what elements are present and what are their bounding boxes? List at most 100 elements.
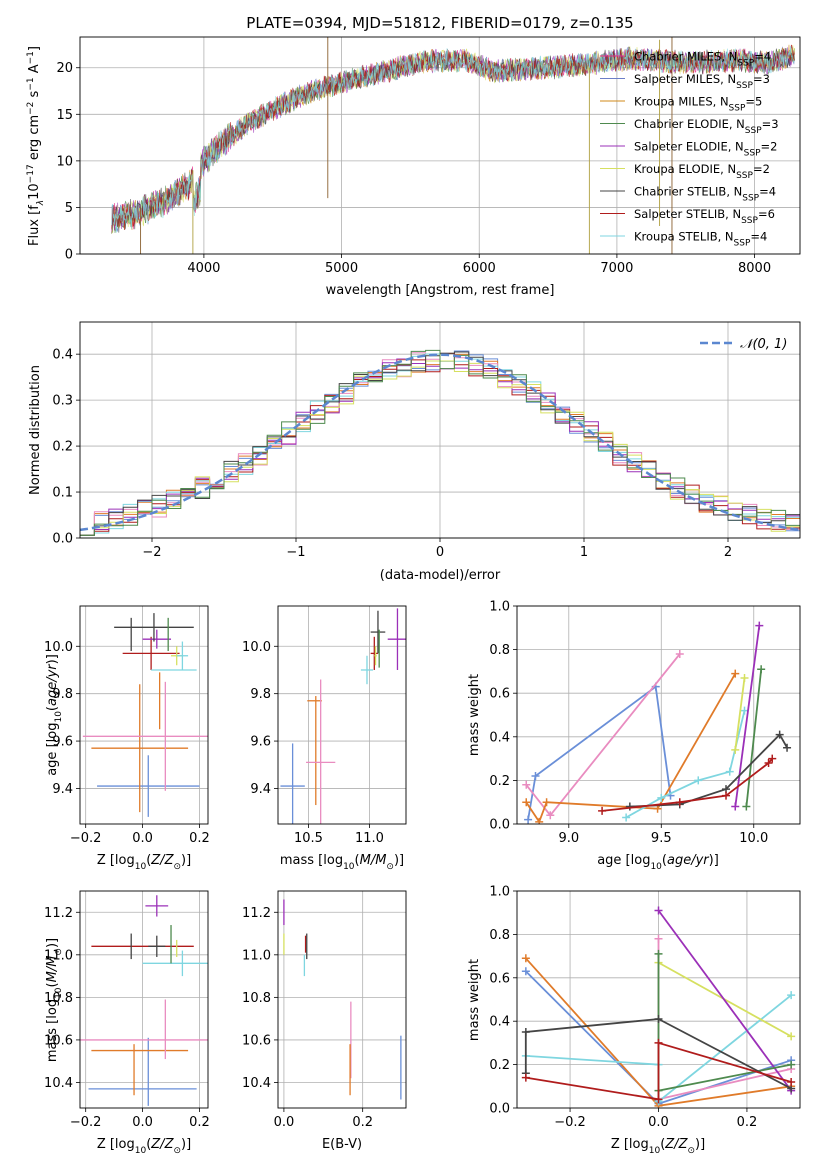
- plus-marker: [521, 967, 530, 976]
- error-bar-point: [360, 655, 374, 685]
- y-tick-label: 0.0: [489, 1102, 510, 1117]
- axes-mw-vs-age: 9.0 9.5 10.0 0.0 0.2 0.4 0.6 0.8 1.0: [489, 600, 801, 846]
- weight-line: [734, 677, 746, 751]
- y-tick-label: 0.3: [52, 394, 73, 409]
- x-tick-label: −0.2: [70, 1115, 102, 1130]
- x-tick-label: 0.2: [352, 1115, 373, 1130]
- plus-marker: [675, 798, 684, 807]
- x-axis-label: mass [log10(M/M⊙)]: [280, 853, 404, 872]
- plus-marker: [787, 991, 796, 1000]
- axes-age-vs-Z: −0.2 0.0 0.2 9.4 9.6 9.8 10.0: [44, 605, 210, 846]
- plus-marker: [725, 767, 734, 776]
- y-tick-label: 0.2: [52, 440, 73, 455]
- weight-series: [522, 669, 740, 824]
- plus-marker: [654, 1095, 663, 1104]
- axes-frame: [516, 605, 801, 825]
- plus-marker: [654, 906, 663, 915]
- weight-line: [525, 653, 681, 817]
- y-tick-label: 9.6: [52, 735, 73, 750]
- plus-marker: [654, 1038, 663, 1047]
- weight-series: [521, 1015, 796, 1093]
- legend-label: Kroupa ELODIE, NSSP=2: [634, 162, 770, 181]
- axes-frame: [79, 36, 801, 255]
- y-tick-label: 10.0: [44, 640, 73, 655]
- plot-area: [80, 895, 208, 1106]
- plus-marker: [625, 802, 634, 811]
- y-tick-label: 11.2: [44, 906, 73, 921]
- axes-residuals: −2 −1 0 1 2 0.0 0.1 0.2 0.3 0.4: [52, 321, 801, 560]
- y-tick-label: 0.4: [489, 730, 510, 745]
- y-tick-label: 9.6: [250, 735, 271, 750]
- histogram-step: [80, 349, 800, 536]
- plot-area: [522, 621, 792, 824]
- legend-label: Chabrier STELIB, NSSP=4: [634, 185, 776, 204]
- y-tick-label: 1.0: [489, 885, 510, 900]
- plus-marker: [787, 1077, 796, 1086]
- plus-marker: [654, 949, 663, 958]
- plus-marker: [546, 811, 555, 820]
- chart-title: PLATE=0394, MJD=51812, FIBERID=0179, z=0…: [246, 14, 633, 32]
- y-tick-label: 0.6: [489, 971, 510, 986]
- weight-series: [742, 665, 766, 811]
- legend-label: Kroupa MILES, NSSP=5: [634, 95, 762, 114]
- plus-marker: [755, 621, 764, 630]
- y-tick-label: 10.0: [242, 640, 271, 655]
- y-tick-label: 11.2: [242, 906, 271, 921]
- x-axis-label: (data-model)/error: [380, 568, 501, 583]
- y-tick-label: 10.4: [242, 1076, 271, 1091]
- x-tick-label: 0.0: [274, 1115, 295, 1130]
- weight-line: [629, 733, 788, 808]
- plus-marker: [622, 813, 631, 822]
- error-bar-point: [142, 950, 208, 977]
- error-bar-point: [91, 684, 189, 813]
- y-tick-label: 9.4: [250, 782, 271, 797]
- error-bar-point: [280, 743, 305, 824]
- plus-marker: [521, 954, 530, 963]
- y-tick-label: 10.8: [242, 991, 271, 1006]
- x-tick-label: 0.0: [648, 1115, 669, 1130]
- x-axis-label: Z [log10(Z/Z⊙)]: [97, 1137, 191, 1156]
- error-bar-point: [114, 613, 194, 642]
- x-tick-label: −0.2: [70, 831, 102, 846]
- x-tick-label: 10.5: [294, 831, 323, 846]
- x-tick-label: 0.2: [737, 1115, 758, 1130]
- y-tick-label: 0.0: [52, 532, 73, 547]
- plus-marker: [731, 802, 740, 811]
- x-tick-label: 0.2: [189, 1115, 210, 1130]
- x-tick-label: −0.2: [554, 1115, 586, 1130]
- y-tick-label: 10.6: [242, 1033, 271, 1048]
- y-tick-label: 0.2: [489, 1058, 510, 1073]
- x-tick-label: 9.0: [558, 831, 579, 846]
- x-tick-label: 11.0: [355, 831, 384, 846]
- y-tick-label: 9.4: [52, 782, 73, 797]
- plus-marker: [654, 1015, 663, 1024]
- plus-marker: [731, 669, 740, 678]
- spectrum-line: [111, 45, 795, 233]
- x-tick-label: 0.0: [132, 1115, 153, 1130]
- legend-label: Salpeter MILES, NSSP=3: [634, 72, 770, 91]
- plot-area: [82, 613, 208, 817]
- plus-marker: [722, 791, 731, 800]
- plus-marker: [740, 673, 749, 682]
- plot-area: [111, 37, 795, 254]
- error-bar-point: [370, 610, 386, 654]
- axes-mass-vs-EBV: 0.0 0.2 10.4 10.6 10.8 11.0 11.2: [242, 890, 407, 1130]
- axes-mw-vs-Z: −0.2 0.0 0.2 0.0 0.2 0.4 0.6 0.8 1.0: [489, 885, 801, 1130]
- legend-label: Salpeter STELIB, NSSP=6: [634, 207, 775, 226]
- normal-curve: [80, 353, 800, 532]
- x-tick-label: 0.2: [189, 831, 210, 846]
- plus-marker: [783, 743, 792, 752]
- plus-marker: [654, 934, 663, 943]
- plus-marker: [731, 745, 740, 754]
- x-axis-label: age [log10(age/yr)]: [597, 853, 719, 872]
- x-tick-label: 0.0: [132, 831, 153, 846]
- plus-marker: [542, 798, 551, 807]
- plus-marker: [521, 1028, 530, 1037]
- x-tick-label: 8000: [738, 261, 771, 276]
- y-tick-label: 9.8: [250, 687, 271, 702]
- error-bar-point: [142, 629, 172, 649]
- y-axis-label: age [log10(age/yr)]: [45, 654, 64, 776]
- error-bar-point: [306, 679, 336, 824]
- axes-frame: [79, 890, 209, 1109]
- y-tick-label: 0.8: [489, 643, 510, 658]
